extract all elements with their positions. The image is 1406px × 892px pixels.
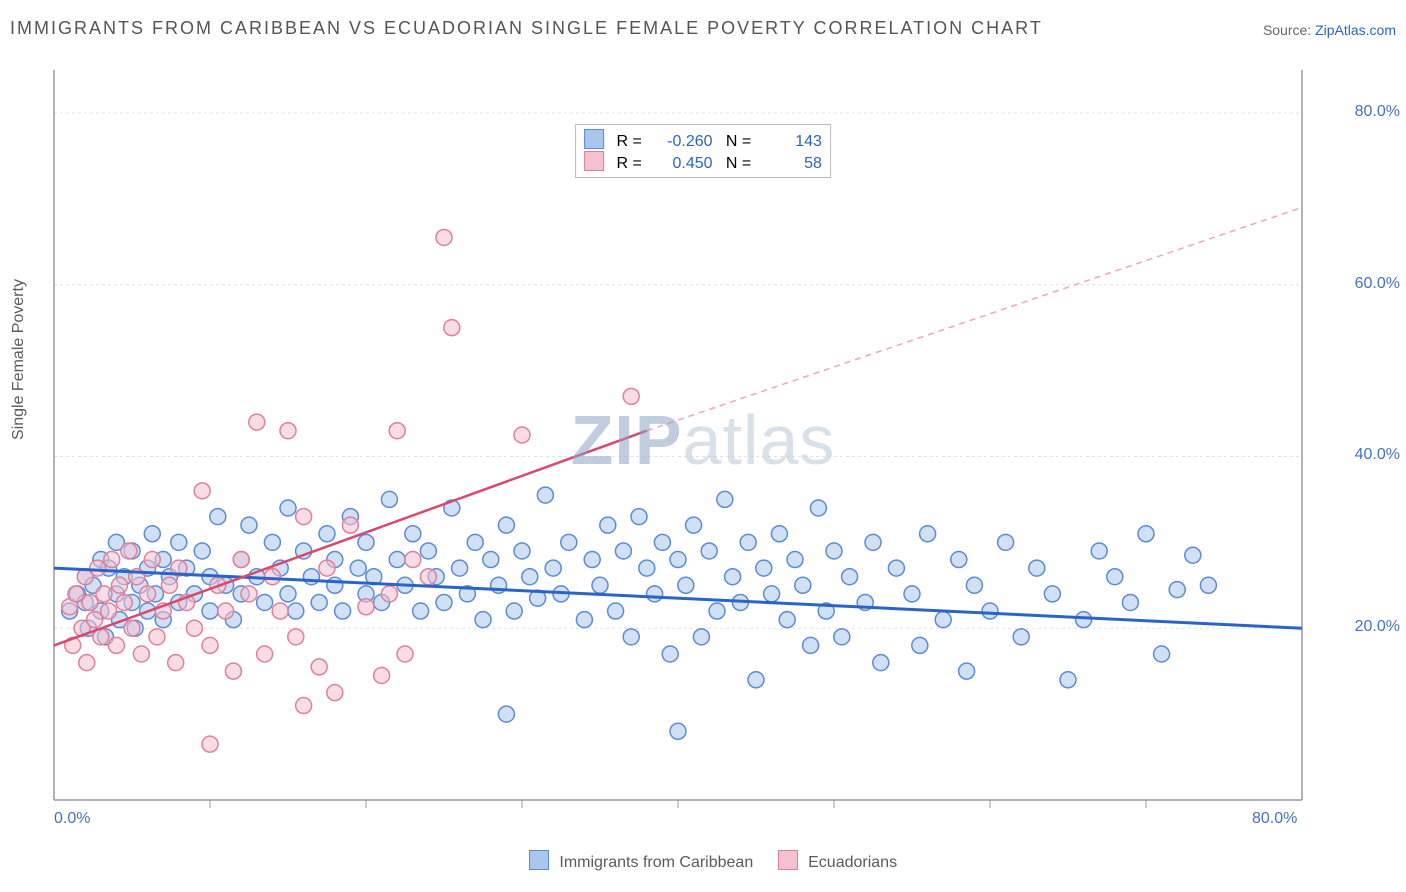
x-tick: 0.0% [54, 810, 90, 828]
n-value-series2: 58 [762, 155, 822, 173]
y-tick: 40.0% [1355, 446, 1400, 464]
y-tick: 60.0% [1355, 275, 1400, 293]
legend-swatch-series2 [584, 151, 604, 171]
legend-label-series2: Ecuadorians [808, 854, 897, 871]
y-tick: 20.0% [1355, 618, 1400, 636]
y-tick: 80.0% [1355, 103, 1400, 121]
source-label: Source: [1263, 22, 1311, 38]
y-axis-label: Single Female Poverty [10, 279, 28, 440]
n-value-series1: 143 [762, 133, 822, 151]
correlation-legend: R =-0.260 N =143 R =0.450 N =58 [575, 124, 831, 178]
r-value-series2: 0.450 [653, 155, 713, 173]
r-value-series1: -0.260 [653, 133, 713, 151]
legend-row-series1: R =-0.260 N =143 [584, 129, 822, 151]
legend-swatch-bottom-series1 [529, 850, 549, 870]
legend-label-series1: Immigrants from Caribbean [559, 854, 753, 871]
legend-swatch-bottom-series2 [778, 850, 798, 870]
legend-swatch-series1 [584, 129, 604, 149]
legend-row-series2: R =0.450 N =58 [584, 151, 822, 173]
chart-title: IMMIGRANTS FROM CARIBBEAN VS ECUADORIAN … [10, 18, 1043, 39]
series-legend: Immigrants from Caribbean Ecuadorians [0, 850, 1406, 872]
x-tick: 80.0% [1252, 810, 1297, 828]
chart-plot-area: ZIPatlas R =-0.260 N =143 R =0.450 N =58 [48, 60, 1358, 820]
source-attribution: Source: ZipAtlas.com [1263, 22, 1396, 38]
source-link[interactable]: ZipAtlas.com [1315, 22, 1396, 38]
